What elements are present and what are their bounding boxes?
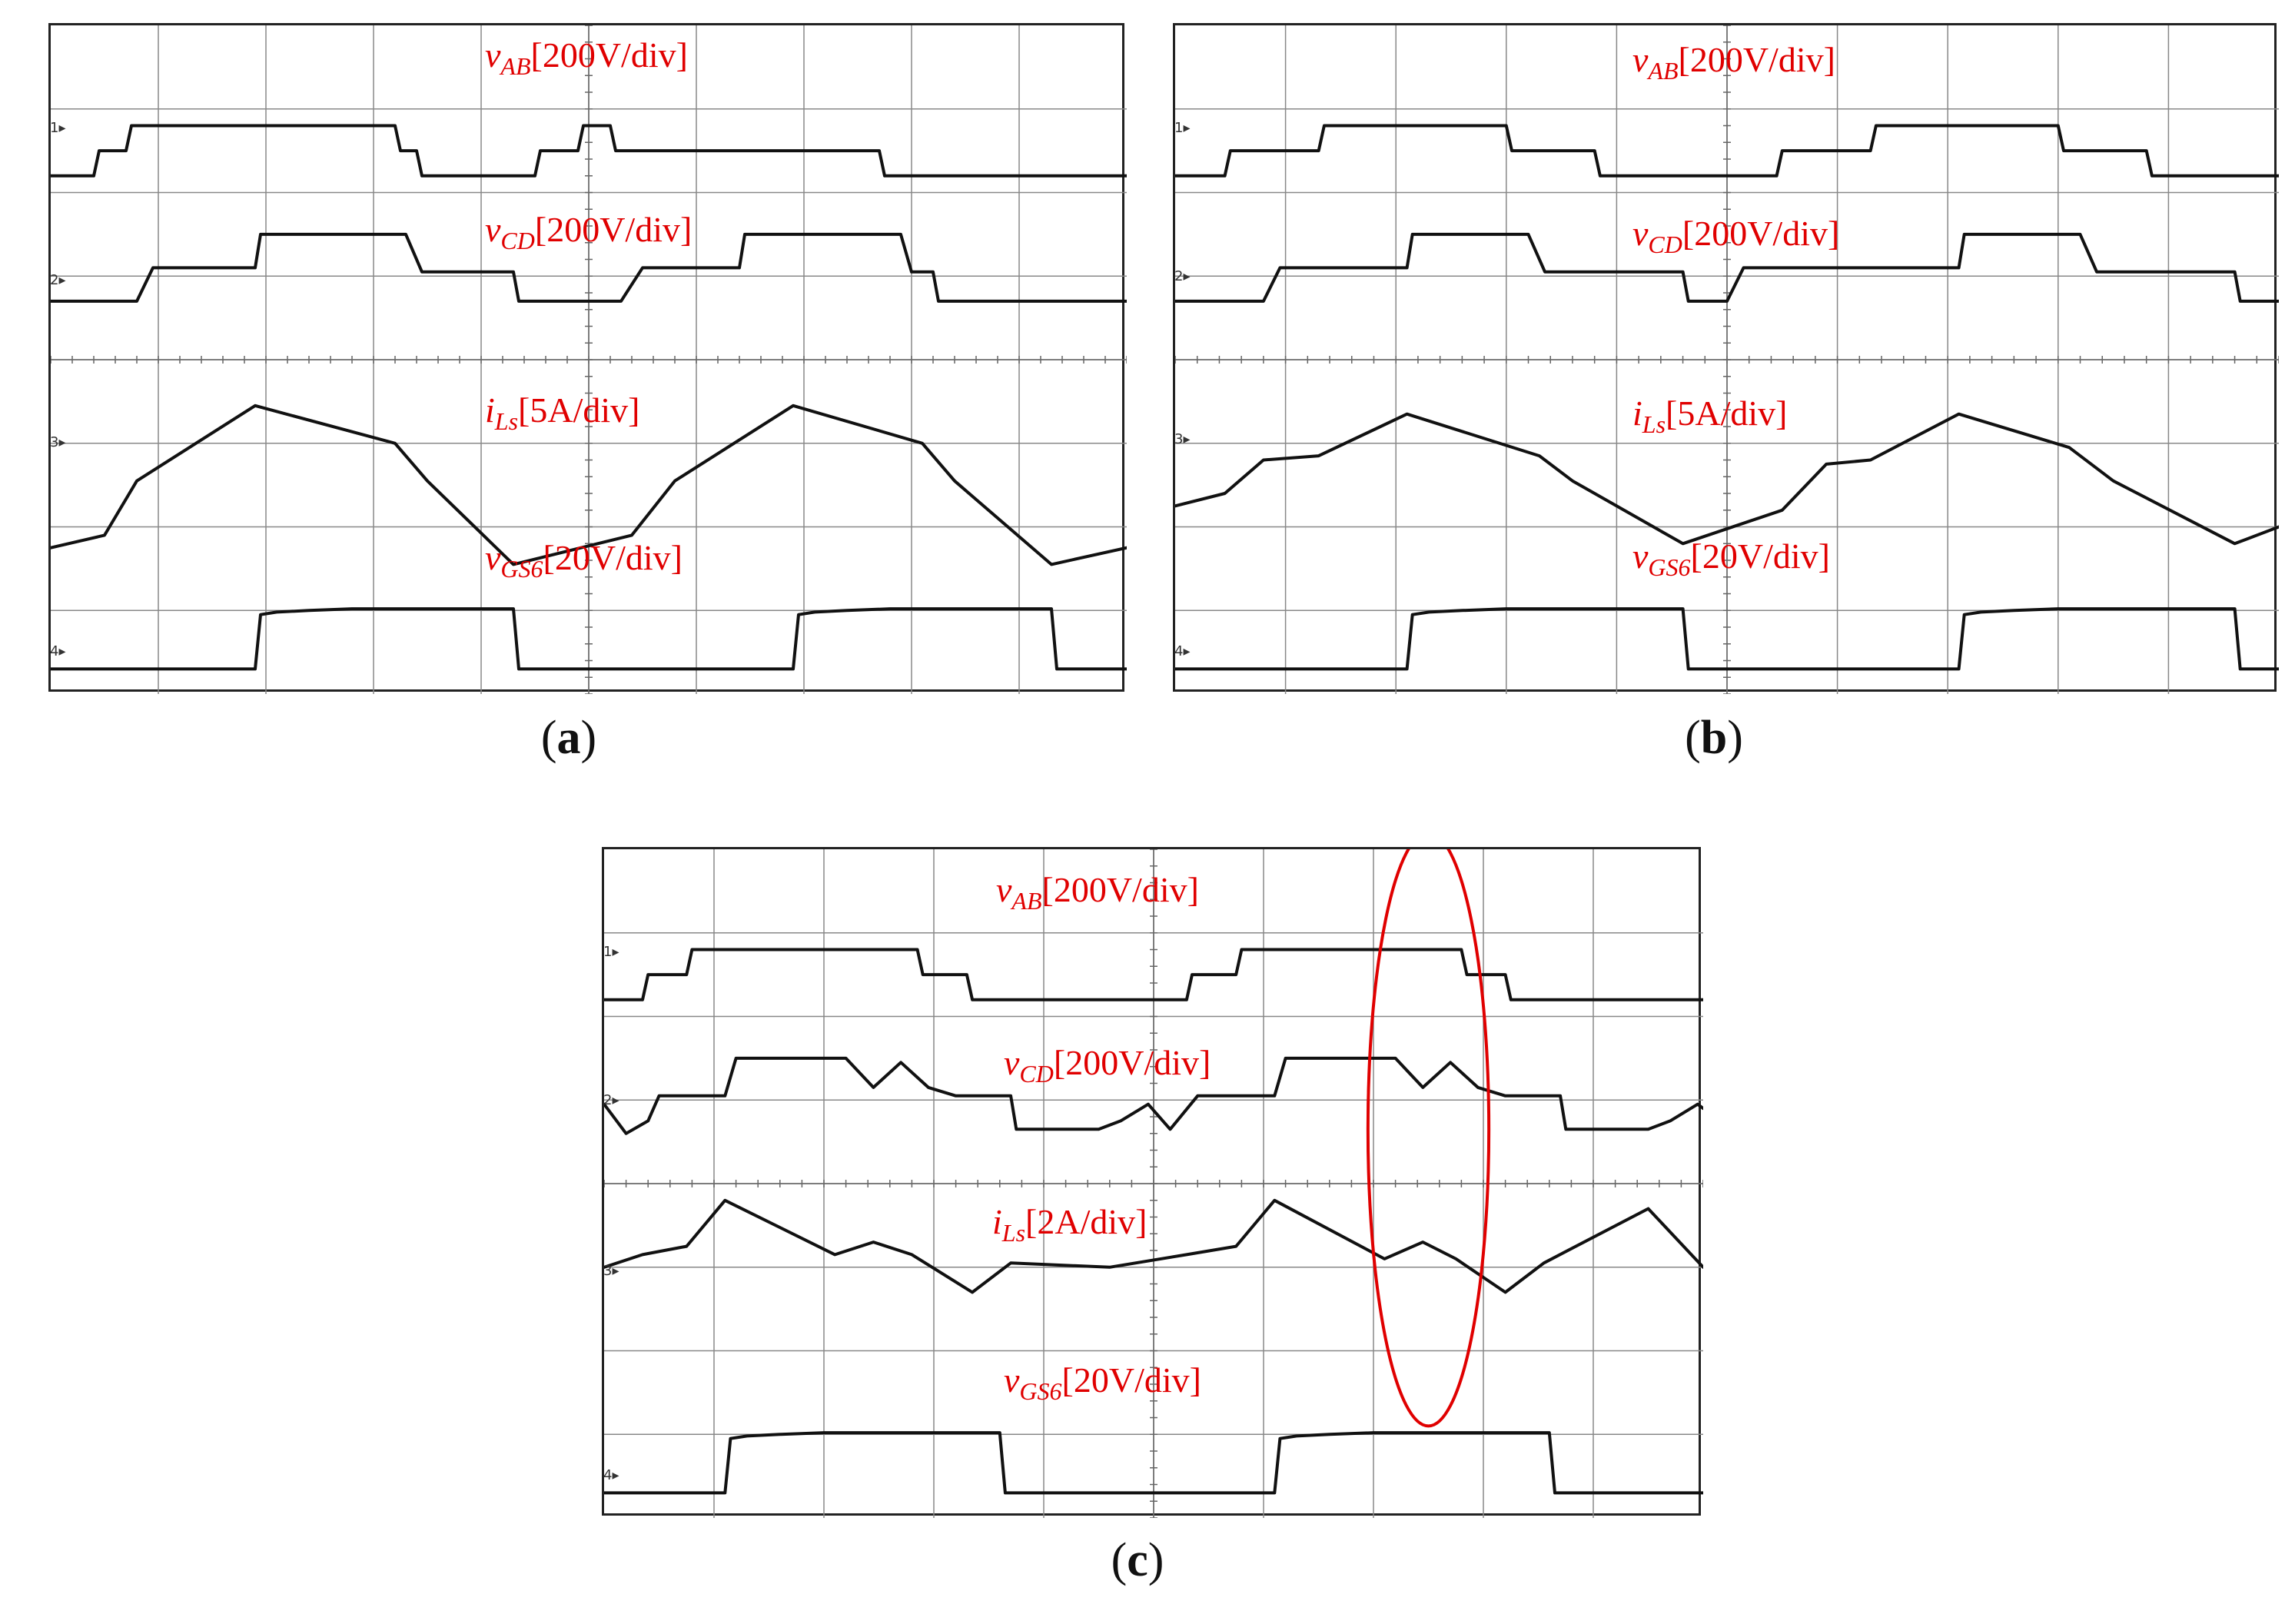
trace-vab [1175,124,2279,178]
trace-vgs6 [51,607,1127,671]
trace-vcd [51,232,1127,303]
label-vcd: vCD[200V/div] [1632,214,1840,258]
center-axes [1175,25,2279,694]
trace-vcd [1175,232,2279,303]
center-axes [604,849,1703,1518]
label-vab: vAB[200V/div] [996,870,1199,915]
scope-panel-a: vAB[200V/div] vCD[200V/div] iLs[5A/div] … [48,23,1127,694]
label-vgs6: vGS6[20V/div] [1632,536,1830,581]
caption-c: (c) [1111,1534,1164,1586]
label-vab: vAB[200V/div] [1632,40,1835,85]
label-ils: iLs[5A/div] [1632,394,1788,438]
panel-b-plot [1175,25,2279,694]
label-vcd: vCD[200V/div] [1004,1043,1211,1088]
label-ils: iLs[2A/div] [992,1202,1148,1247]
highlight-ellipse [1366,849,1491,1428]
channel-marker-4: 4▸ [603,1467,619,1483]
channel-marker-2: 2▸ [603,1092,619,1108]
channel-marker-1: 1▸ [603,944,619,960]
trace-vgs6 [1175,607,2279,671]
trace-vab [604,948,1703,1001]
panel-c-plot [604,849,1703,1518]
label-vgs6: vGS6[20V/div] [1004,1360,1201,1405]
caption-b: (b) [1685,712,1743,764]
channel-marker-3: 3▸ [1174,431,1191,447]
channel-marker-3: 3▸ [50,434,66,450]
trace-vcd [604,1056,1703,1135]
caption-a: (a) [540,712,597,764]
trace-ils [604,1198,1703,1294]
channel-marker-2: 2▸ [50,272,66,288]
channel-marker-4: 4▸ [50,643,66,659]
label-ils: iLs[5A/div] [485,390,640,435]
channel-marker-2: 2▸ [1174,268,1191,284]
trace-vgs6 [604,1431,1703,1495]
panel-a-plot [51,25,1127,694]
channel-marker-3: 3▸ [603,1263,619,1279]
label-vgs6: vGS6[20V/div] [485,538,683,583]
channel-marker-1: 1▸ [1174,120,1191,136]
scope-panel-b: vAB[200V/div] vCD[200V/div] iLs[5A/div] … [1173,23,2279,694]
trace-ils [51,404,1127,566]
trace-vab [51,124,1127,178]
scope-panel-c: vAB[200V/div] vCD[200V/div] iLs[2A/div] … [602,847,1703,1518]
trace-ils [1175,412,2279,546]
center-axes [51,25,1127,694]
channel-marker-1: 1▸ [50,120,66,136]
label-vab: vAB[200V/div] [485,35,688,80]
channel-marker-4: 4▸ [1174,643,1191,659]
label-vcd: vCD[200V/div] [485,210,692,254]
